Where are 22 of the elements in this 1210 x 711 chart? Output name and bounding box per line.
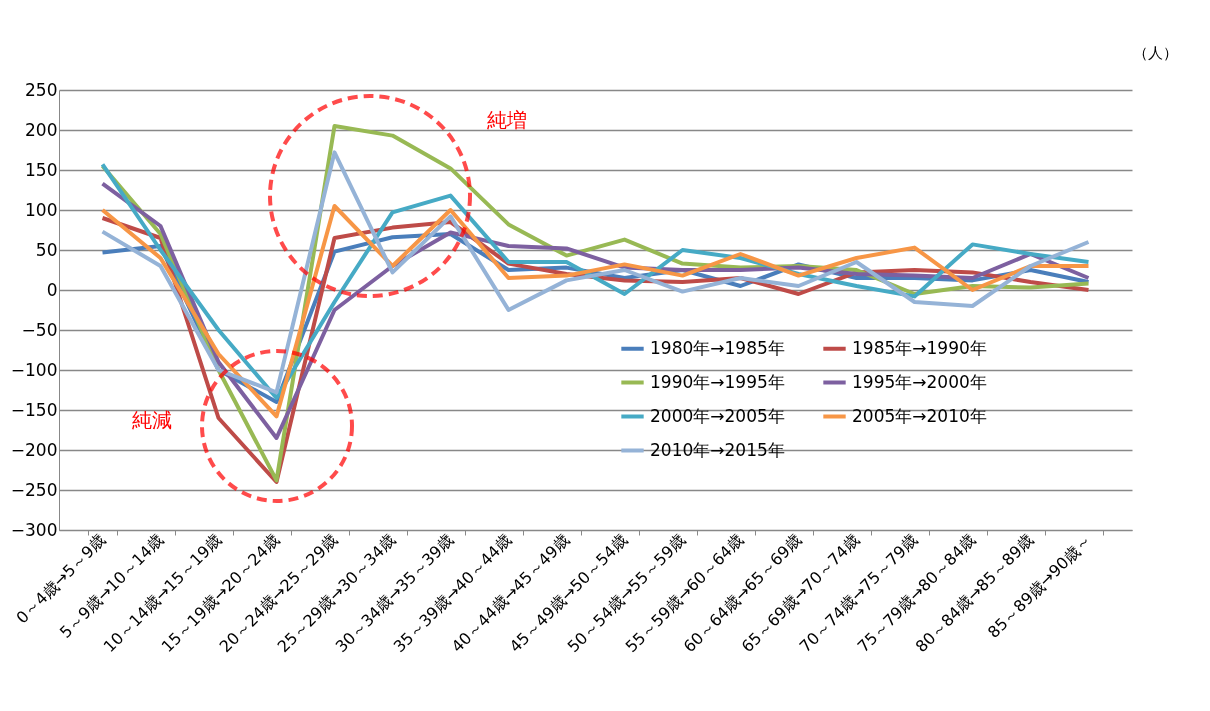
y-tick-label: −100 (10, 359, 58, 380)
y-tick-label: −50 (21, 319, 58, 340)
annotation: 純減 (132, 408, 172, 432)
y-tick-label: 100 (25, 199, 58, 220)
y-tick-label: −200 (10, 439, 58, 460)
y-axis-title: （人） (1132, 43, 1178, 62)
legend-label: 1985年→1990年 (852, 337, 987, 358)
y-tick-label: −150 (10, 399, 58, 420)
legend-label: 1995年→2000年 (852, 371, 987, 392)
legend-label: 2005年→2010年 (852, 405, 987, 426)
annotation: 純増 (487, 108, 527, 132)
legend-label: 2010年→2015年 (650, 439, 785, 460)
legend-label: 1990年→1995年 (650, 371, 785, 392)
y-tick-label: 0 (46, 279, 58, 300)
y-tick-label: −300 (10, 519, 58, 540)
y-tick-label: 150 (25, 159, 58, 180)
y-tick-label: −250 (10, 479, 58, 500)
legend-label: 1980年→1985年 (650, 337, 785, 358)
y-tick-label: 250 (25, 79, 58, 100)
y-tick-label: 200 (25, 119, 58, 140)
y-tick-label: 50 (35, 239, 58, 260)
legend-label: 2000年→2005年 (650, 405, 785, 426)
